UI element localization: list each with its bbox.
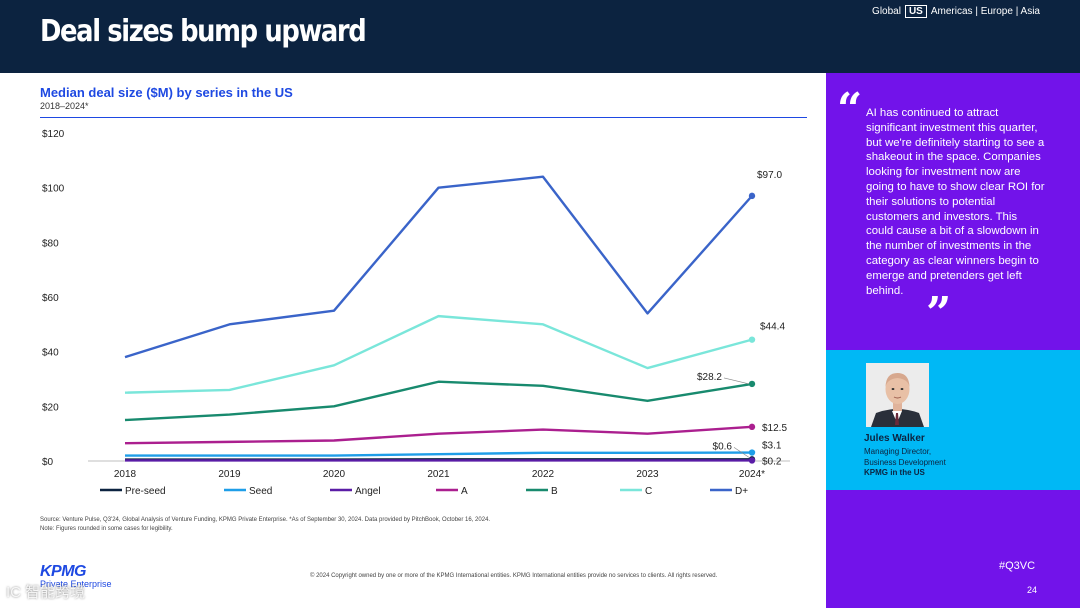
y-tick-label: $20 [42,402,59,413]
x-tick-label: 2023 [636,469,659,480]
kpmg-logo: KPMG Private Enterprise [40,563,112,589]
logo-wordmark: KPMG [40,563,86,580]
copyright-text: © 2024 Copyright owned by one or more of… [310,573,718,579]
open-quote-icon: “ [837,84,863,135]
x-tick-label: 2022 [532,469,555,480]
person-role-line2: Business Development [864,458,946,467]
header-bar: Deal sizes bump upward Global US America… [0,0,1080,73]
line-chart: $0 $20 $40 $60 $80 $100 $120 2018 2019 2020 2021 20… [42,129,790,497]
watermark: IC 智能跨境 [6,584,86,601]
legend-label: B [551,486,558,497]
series-endpoint-a [748,423,756,431]
series-endpoint-b [748,380,756,388]
series-endpoint-c [748,336,756,343]
logo-subtitle: Private Enterprise [40,579,112,589]
x-tick-label: 2020 [323,469,346,480]
y-tick-label: $60 [42,293,59,304]
avatar [866,363,929,427]
series-endpoint-angel [748,457,756,464]
quote-panel [826,73,1080,350]
y-tick-label: $40 [42,348,59,359]
x-tick-label: 2018 [114,469,137,480]
legend-label: C [645,486,652,497]
data-label: $12.5 [762,423,787,434]
legend-label: A [461,486,468,497]
x-tick-label: 2019 [218,469,241,480]
data-label: $97.0 [757,170,782,181]
data-label: $28.2 [697,372,722,383]
footer-panel [826,490,1080,608]
title-divider [40,117,807,118]
y-tick-label: $100 [42,184,65,195]
data-label: $44.4 [760,322,785,333]
page-number: 24 [1027,585,1038,595]
region-link-others[interactable]: Americas | Europe | Asia [930,6,1040,17]
region-link-global[interactable]: Global [872,6,901,17]
chart-subtitle: 2018–2024* [40,101,89,111]
person-role-line1: Managing Director, [864,447,932,456]
legend-label: Pre-seed [125,486,166,497]
legend-label: D+ [735,486,748,497]
y-tick-label: $120 [42,129,65,140]
y-tick-label: $80 [42,238,59,249]
close-quote-icon: ” [926,288,952,339]
hashtag[interactable]: #Q3VC [999,560,1036,572]
y-tick-label: $0 [42,457,54,468]
leader-line [723,377,750,385]
x-tick-label: 2024* [739,469,765,480]
person-name: Jules Walker [864,433,925,444]
person-org: KPMG in the US [864,468,925,477]
series-line-b [124,380,753,422]
person-photo-icon [866,363,929,427]
chart-title: Median deal size ($M) by series in the U… [40,85,293,100]
source-note: Source: Venture Pulse, Q3'24, Global Ana… [40,516,490,534]
leader-line [733,447,750,458]
page-title: Deal sizes bump upward [40,14,367,49]
region-link-us[interactable]: US [904,5,927,18]
x-tick-label: 2021 [427,469,450,480]
series-endpoint-seed [748,449,756,456]
person-role: Managing Director, Business Development [864,446,946,468]
series-line-a [124,425,753,445]
series-line-d+ [124,175,753,359]
series-line-c [124,314,753,394]
series-endpoint-d+ [748,192,756,200]
note-text: Note: Figures rounded in some cases for … [40,526,173,532]
quote-text: AI has continued to attract significant … [866,107,1045,297]
data-label: $3.1 [762,441,782,452]
source-text: Source: Venture Pulse, Q3'24, Global Ana… [40,517,491,523]
data-label: $0.6 [713,441,733,452]
data-label: $0.2 [762,456,782,467]
legend-label: Angel [355,486,381,497]
region-nav: Global US Americas | Europe | Asia [872,5,1040,18]
legend-label: Seed [249,486,272,497]
series-line-seed [125,451,753,457]
